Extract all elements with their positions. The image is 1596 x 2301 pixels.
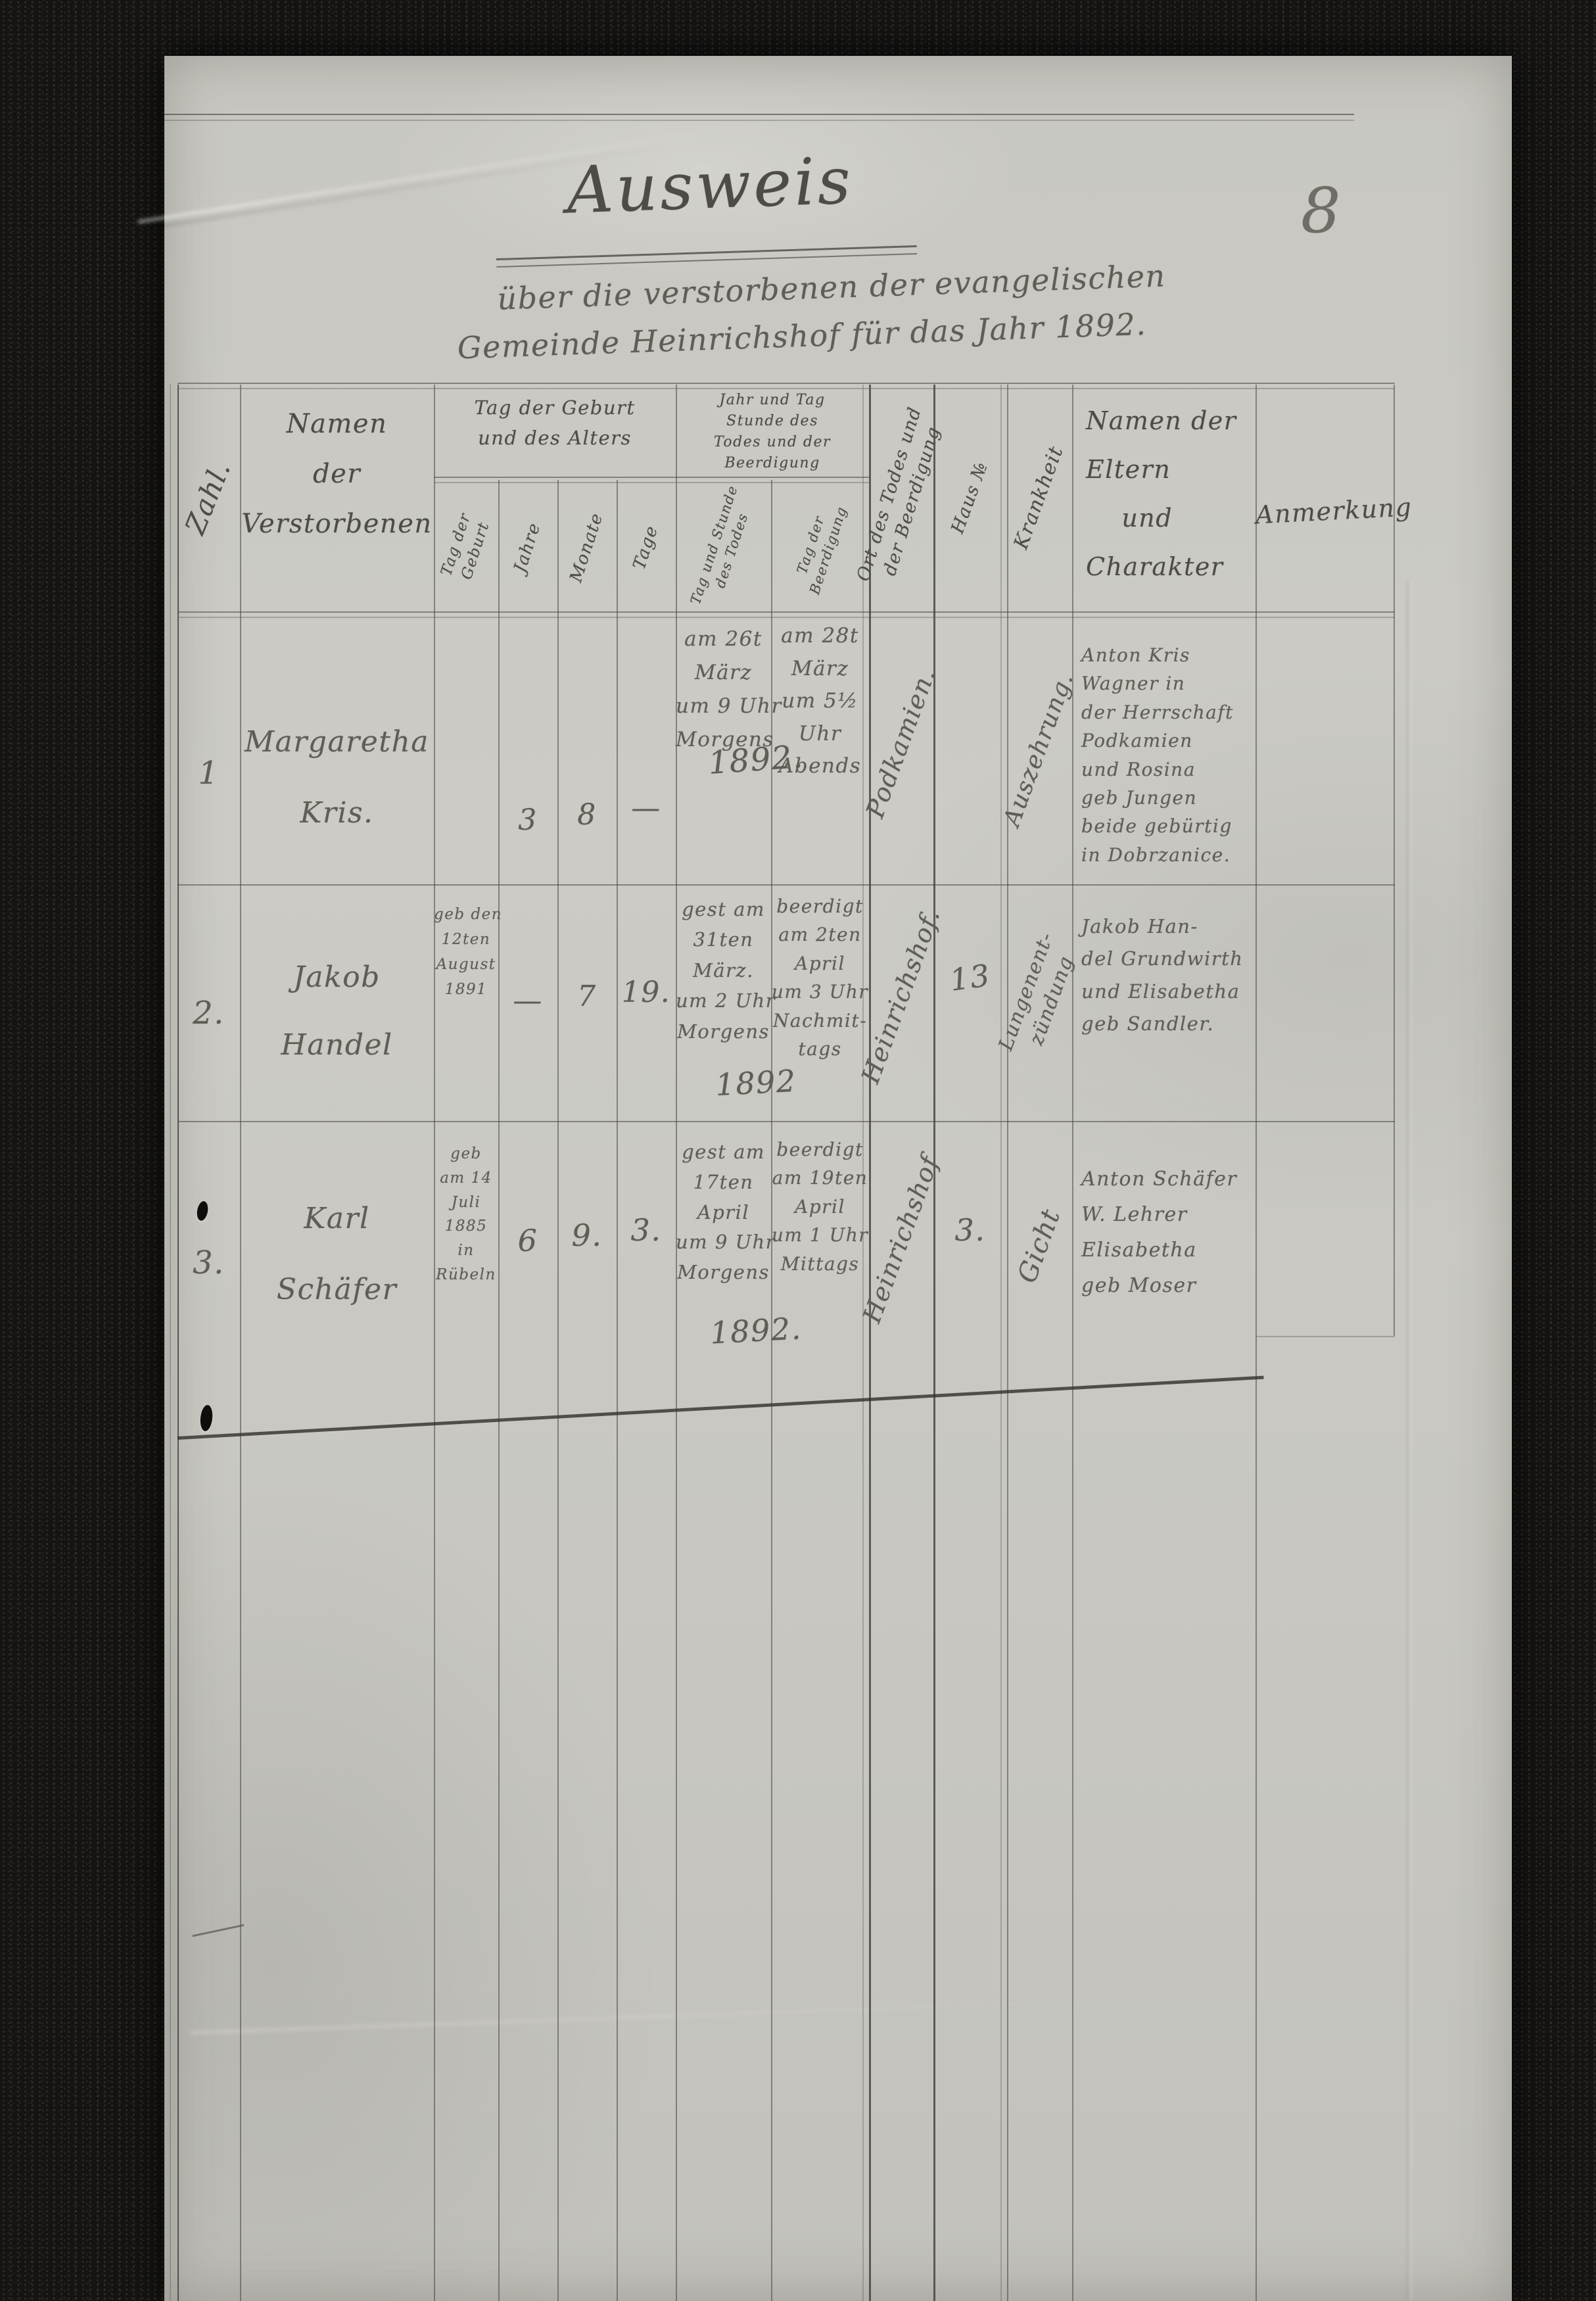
- cell-jahr: 1892.: [707, 738, 805, 782]
- table-vline: [617, 480, 618, 2301]
- table-vline: [170, 385, 171, 2301]
- table-vline: [240, 385, 241, 2301]
- table-hline: [177, 611, 1395, 613]
- table-hline: [177, 388, 1395, 389]
- table-hline: [1256, 1336, 1395, 1337]
- top-edge-rule: [164, 114, 1354, 115]
- header-anmerkung: Anmerkung: [1254, 492, 1413, 530]
- header-todes-group: Jahr und Tag Stunde des Todes und der Be…: [713, 392, 832, 471]
- stray-pen-mark: [192, 1924, 245, 1937]
- cell-haus-no: 13: [947, 957, 993, 999]
- table-vline: [862, 385, 864, 2301]
- cell-jahre: 6: [517, 1223, 538, 1258]
- table-hline: [177, 1121, 1395, 1122]
- cell-beerdigungstag: beerdigt am 19ten April um 1 Uhr Mittags: [771, 1139, 869, 1275]
- cell-name: Jakob Handel: [281, 961, 393, 1062]
- paper-crease: [191, 1999, 1111, 2035]
- cell-monate: 8: [577, 798, 597, 832]
- document-page: 8 Ausweis über die verstorbenen der evan…: [137, 56, 1512, 2301]
- table-vline: [177, 385, 179, 2301]
- top-edge-rule: [164, 120, 1354, 121]
- table-hline: [177, 884, 1395, 886]
- table-hline: [177, 383, 1395, 384]
- cell-zahl: 3.: [193, 1245, 225, 1281]
- cell-geburtstag: geb den 12ten August 1891: [434, 906, 503, 998]
- table-hline: [434, 477, 869, 478]
- table-vline: [557, 480, 559, 2301]
- table-vline: [676, 385, 677, 2301]
- cell-haus-no: 3.: [954, 1212, 986, 1248]
- cell-tage: —: [631, 792, 661, 825]
- cell-todestag: gest am 17ten April um 9 Uhr Morgens: [676, 1141, 776, 1284]
- table-hline: [434, 482, 869, 483]
- cell-jahr: 1892: [715, 1062, 797, 1103]
- cell-zahl: 1: [198, 755, 220, 792]
- cell-eltern: Anton Schäfer W. Lehrer Elisabetha geb M…: [1081, 1168, 1238, 1297]
- header-namen: Namen der Verstorbenen: [241, 409, 433, 539]
- cell-eltern: Anton Kris Wagner in der Herrschaft Podk…: [1081, 644, 1234, 866]
- table-vline: [1007, 385, 1008, 2301]
- page-title: Ausweis: [565, 143, 855, 229]
- cell-name: Karl Schäfer: [276, 1202, 398, 1306]
- header-eltern: Namen der Eltern und Charakter: [1086, 406, 1237, 582]
- cell-jahre: 3: [518, 803, 538, 837]
- table-hline: [177, 617, 1395, 618]
- table-vline: [1072, 385, 1073, 2301]
- table-vline: [1256, 385, 1257, 2301]
- table-end-rule: [177, 1375, 1264, 1440]
- cell-jahr: 1892.: [709, 1310, 803, 1351]
- cell-todestag: gest am 31ten März. um 2 Uhr Morgens: [676, 898, 776, 1043]
- table-vline: [771, 480, 772, 2301]
- cell-zahl: 2.: [193, 995, 225, 1032]
- table-vline: [434, 385, 435, 2301]
- cell-jahre: —: [513, 984, 543, 1018]
- cell-eltern: Jakob Han- del Grundwirth und Elisabetha…: [1081, 915, 1244, 1035]
- table-vline: [933, 385, 935, 2301]
- cell-geburtstag: geb am 14 Juli 1885 in Rübeln: [436, 1145, 496, 1283]
- paper-crease: [1407, 582, 1412, 2301]
- cell-beerdigungstag: beerdigt am 2ten April um 3 Uhr Nachmit-…: [771, 895, 869, 1060]
- table-vline: [869, 385, 871, 2301]
- cell-beerdigungstag: am 28t März um 5½ Uhr Abends: [778, 624, 862, 778]
- cell-monate: 9.: [571, 1218, 603, 1253]
- punch-hole: [199, 1404, 214, 1432]
- table-vline: [1000, 385, 1002, 2301]
- punch-hole: [195, 1200, 210, 1222]
- table-vline: [498, 480, 500, 2301]
- table-vline: [1394, 385, 1395, 1336]
- page-number: 8: [1301, 175, 1342, 247]
- cell-name: Margaretha Kris.: [244, 725, 430, 830]
- cell-monate: 7: [577, 980, 597, 1013]
- cell-tage: 3.: [630, 1212, 662, 1248]
- cell-tage: 19.: [621, 976, 671, 1009]
- header-geburt-group: Tag der Geburt und des Alters: [474, 396, 636, 450]
